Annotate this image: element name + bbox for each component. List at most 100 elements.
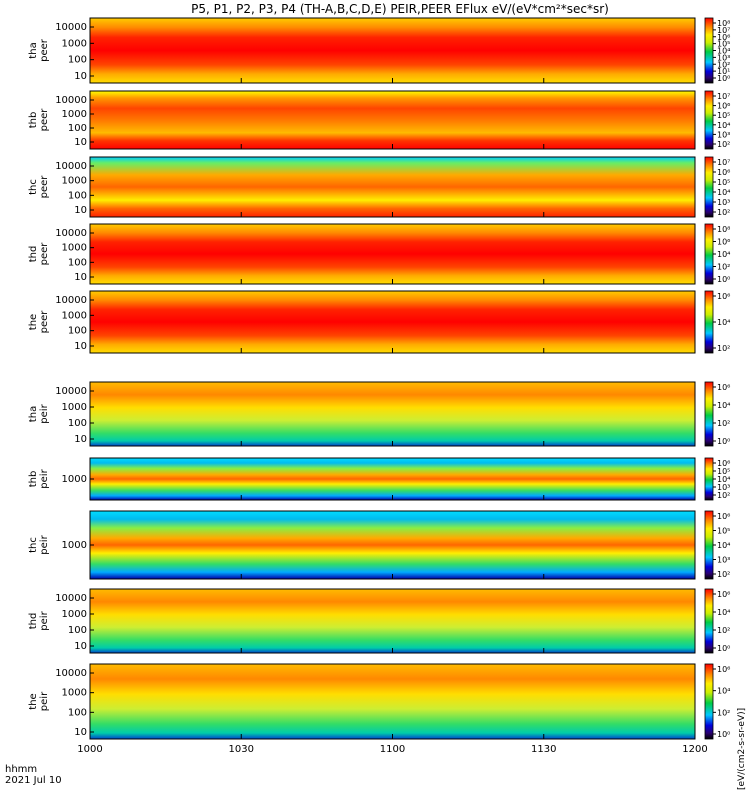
panel-label: thcpeer <box>28 175 50 199</box>
spectrogram-thcPeir <box>90 511 695 579</box>
y-tick-label: 1000 <box>62 243 87 254</box>
panel-thaPeir: thapeir 10000 1000 100 10 10⁶ 10⁴ 10² 10⁰ <box>28 381 730 447</box>
x-tick-label: 1100 <box>380 744 405 755</box>
colorbar-tick-label: 10⁴ <box>717 47 730 56</box>
spectrogram-thdPeir <box>90 589 695 653</box>
colorbar-tick-label: 10⁴ <box>717 608 730 617</box>
colorbar-tick-label: 10² <box>717 708 730 717</box>
y-tick-label: 10000 <box>55 295 87 306</box>
colorbar-tick-label: 10⁰ <box>717 74 730 83</box>
spectrogram-thbPeer <box>90 91 695 149</box>
colorbar-tick-label: 10⁶ <box>717 383 730 392</box>
colorbar-tick-label: 10⁴ <box>717 188 730 197</box>
colorbar-tick-label: 10² <box>717 263 730 272</box>
colorbar-tick-label: 10³ <box>717 130 730 139</box>
colorbar-tick-label: 10⁴ <box>717 687 730 696</box>
y-tick-label: 100 <box>68 625 87 636</box>
time-format-label: hhmm <box>5 764 37 775</box>
colorbar-tick-label: 10² <box>717 344 730 353</box>
y-tick-label: 100 <box>68 55 87 66</box>
colorbar-tick-label: 10² <box>717 419 730 428</box>
colorbar-thcPeir <box>704 510 714 580</box>
colorbar-tick-label: 10³ <box>717 198 730 207</box>
colorbar-tick-label: 10⁴ <box>717 121 730 130</box>
panel-label: thcpeir <box>28 534 50 554</box>
y-tick-label: 10 <box>74 205 87 216</box>
panel-stack: thapeer1000010001001010⁸10⁷10⁶10⁵10⁴10³1… <box>28 17 730 740</box>
panel-thePeir: thepeir 10000 1000 100 10 10⁶ 10⁴ 10² 10⁰ <box>28 663 730 740</box>
colorbar-tick-label: 10³ <box>717 556 730 565</box>
colorbar-thaPeir <box>704 381 714 447</box>
y-tick-label: 1000 <box>62 310 87 321</box>
panel-label: thapeir <box>28 403 50 423</box>
colorbar-thbPeir <box>704 457 714 501</box>
spectrogram-thaPeer <box>90 18 695 83</box>
y-tick-label: 10000 <box>55 386 87 397</box>
panel-label: thepeir <box>28 691 50 711</box>
y-tick-label: 10 <box>74 434 87 445</box>
colorbar-tick-label: 10⁴ <box>717 250 730 259</box>
x-tick-label: 1000 <box>77 744 102 755</box>
y-tick-label: 10000 <box>55 593 87 604</box>
y-tick-label: 100 <box>68 326 87 337</box>
panel-thdPeir: thdpeir 10000 1000 100 10 10⁶ 10⁴ 10² 10⁰ <box>28 588 730 654</box>
colorbar-label: [eV/(cm2-s-sr-eV)] <box>737 708 747 790</box>
colorbar-tick-label: 10² <box>717 570 730 579</box>
colorbar-tick-label: 10⁴ <box>717 401 730 410</box>
colorbar-tick-label: 10⁵ <box>717 111 730 120</box>
colorbar-tick-label: 10⁵ <box>717 40 730 49</box>
colorbar-tick-label: 10² <box>717 626 730 635</box>
colorbar-thbPeer <box>704 90 714 150</box>
y-tick-label: 10000 <box>55 22 87 33</box>
y-tick-label: 100 <box>68 418 87 429</box>
colorbar-tick-label: 10⁶ <box>717 292 730 301</box>
y-tick-label: 1000 <box>62 38 87 49</box>
colorbar-tick-label: 10⁰ <box>717 644 730 653</box>
colorbar-tick-label: 10⁷ <box>717 158 730 167</box>
colorbar-tick-label: 10¹ <box>717 67 730 76</box>
y-tick-label: 1000 <box>62 474 87 485</box>
colorbar-tick-label: 10⁵ <box>717 178 730 187</box>
y-tick-label: 1000 <box>62 402 87 413</box>
colorbar-tick-label: 10⁶ <box>717 590 730 599</box>
colorbar-thdPeir <box>704 588 714 654</box>
figure-title: P5, P1, P2, P3, P4 (TH-A,B,C,D,E) PEIR,P… <box>191 2 609 16</box>
y-tick-label: 100 <box>68 123 87 134</box>
x-tick-label: 1130 <box>531 744 556 755</box>
colorbar-thePeir <box>704 663 714 740</box>
panel-label: thepeer <box>28 310 50 334</box>
panel-label: thbpeir <box>28 468 50 488</box>
panel-label: thdpeer <box>28 242 50 266</box>
colorbar-tick-label: 10⁰ <box>717 437 730 446</box>
colorbar-tick-label: 10² <box>717 140 730 149</box>
y-tick-label: 100 <box>68 707 87 718</box>
y-tick-label: 10000 <box>55 95 87 106</box>
colorbar-tick-label: 10⁶ <box>717 102 730 111</box>
colorbar-tick-label: 10⁴ <box>717 541 730 550</box>
colorbar-tick-label: 10⁶ <box>717 168 730 177</box>
y-tick-label: 10 <box>74 272 87 283</box>
spectrogram-thdPeer <box>90 224 695 284</box>
spectrogram-thbPeir <box>90 458 695 500</box>
colorbar-tick-label: 10⁴ <box>717 475 730 484</box>
y-tick-label: 1000 <box>62 609 87 620</box>
date-label: 2021 Jul 10 <box>5 775 62 786</box>
colorbar-tick-label: 10³ <box>717 483 730 492</box>
colorbar-tick-label: 10⁵ <box>717 527 730 536</box>
y-tick-label: 10 <box>74 71 87 82</box>
y-tick-label: 10 <box>74 341 87 352</box>
y-tick-label: 10000 <box>55 668 87 679</box>
y-tick-label: 100 <box>68 190 87 201</box>
colorbar-thaPeer <box>704 17 714 84</box>
colorbar-tick-label: 10⁸ <box>717 19 730 28</box>
colorbar-tick-label: 10² <box>717 60 730 69</box>
colorbar-tick-label: 10⁰ <box>717 730 730 739</box>
colorbar-tick-label: 10⁶ <box>717 238 730 247</box>
spectrogram-thePeir <box>90 664 695 739</box>
colorbar-tick-label: 10² <box>717 491 730 500</box>
spectrogram-thePeer <box>90 291 695 353</box>
colorbar-thdPeer <box>704 223 714 285</box>
